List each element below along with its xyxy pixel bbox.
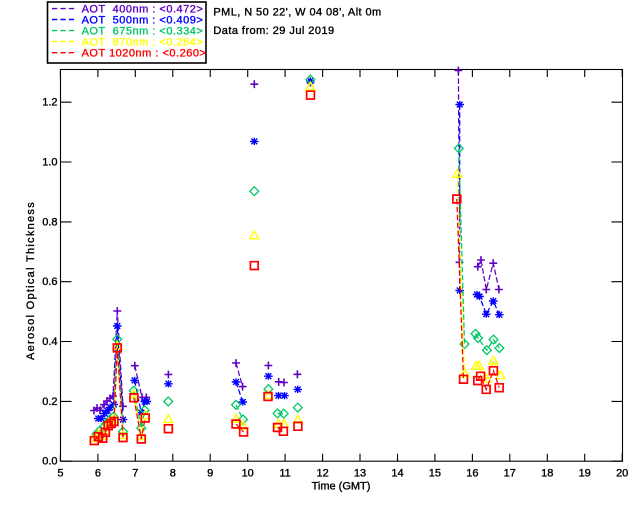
svg-text:AOT 675nm : <0.334>: AOT 675nm : <0.334> <box>82 26 204 38</box>
svg-text:20: 20 <box>616 468 628 480</box>
svg-text:10: 10 <box>242 468 254 480</box>
svg-text:1.2: 1.2 <box>42 97 57 109</box>
svg-text:16: 16 <box>466 468 478 480</box>
svg-text:0.4: 0.4 <box>42 336 57 348</box>
svg-text:19: 19 <box>579 468 591 480</box>
svg-text:6: 6 <box>95 468 101 480</box>
svg-text:0.6: 0.6 <box>42 276 57 288</box>
svg-text:0.8: 0.8 <box>42 216 57 228</box>
svg-text:AOT 400nm : <0.472>: AOT 400nm : <0.472> <box>82 4 204 16</box>
svg-text:8: 8 <box>170 468 176 480</box>
svg-text:Time (GMT): Time (GMT) <box>312 481 371 493</box>
svg-text:13: 13 <box>354 468 366 480</box>
svg-text:0.2: 0.2 <box>42 396 57 408</box>
svg-text:AOT 1020nm : <0.260>: AOT 1020nm : <0.260> <box>82 48 207 60</box>
svg-text:PML, N 50 22', W 04 08', Alt 0: PML, N 50 22', W 04 08', Alt 0m <box>213 7 381 19</box>
svg-text:9: 9 <box>207 468 213 480</box>
svg-text:Aerosol Optical Thickness: Aerosol Optical Thickness <box>25 201 37 360</box>
svg-text:0.0: 0.0 <box>42 456 57 468</box>
svg-text:12: 12 <box>316 468 328 480</box>
svg-text:17: 17 <box>504 468 516 480</box>
svg-text:AOT 500nm : <0.409>: AOT 500nm : <0.409> <box>82 15 204 27</box>
svg-text:5: 5 <box>57 468 63 480</box>
svg-text:7: 7 <box>132 468 138 480</box>
svg-text:AOT 870nm : <0.284>: AOT 870nm : <0.284> <box>82 37 204 49</box>
svg-text:18: 18 <box>541 468 553 480</box>
svg-text:1.0: 1.0 <box>42 157 57 169</box>
svg-text:11: 11 <box>279 468 290 480</box>
svg-text:14: 14 <box>391 468 403 480</box>
svg-text:15: 15 <box>429 468 441 480</box>
svg-text:Data from: 29 Jul 2019: Data from: 29 Jul 2019 <box>213 25 334 37</box>
